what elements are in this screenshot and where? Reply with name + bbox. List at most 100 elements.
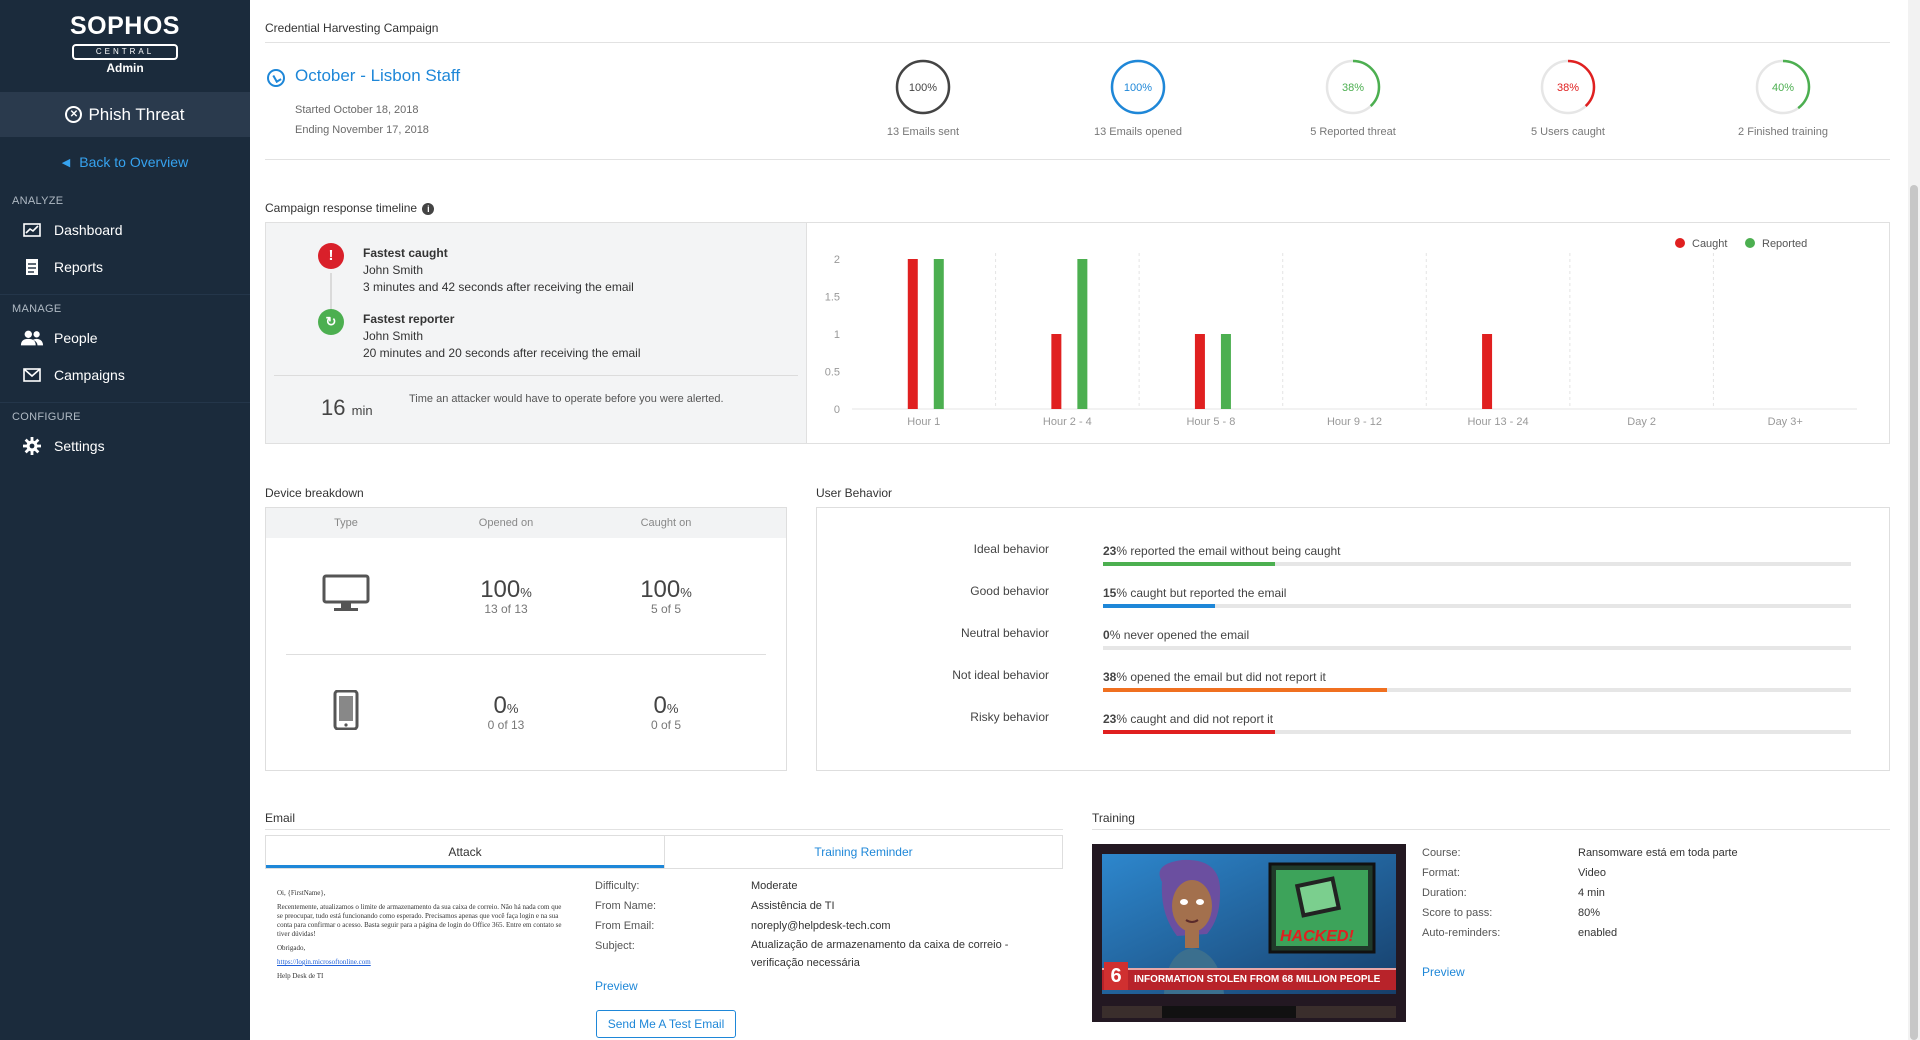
behavior-pct: 23 <box>1103 544 1117 558</box>
reminders-label: Auto-reminders: <box>1422 927 1501 939</box>
behavior-desc: % reported the email without being caugh… <box>1116 544 1341 558</box>
bar-caught <box>1194 334 1205 409</box>
desktop-caught-count: 5 of 5 <box>650 602 682 616</box>
sidebar-item-label: Reports <box>54 258 104 275</box>
divider <box>286 654 766 655</box>
stat-caption: 13 Emails opened <box>1093 126 1183 138</box>
fastest-caught: Fastest caught John Smith 3 minutes and … <box>363 245 634 296</box>
course-label: Course: <box>1422 847 1461 859</box>
column-header-caught: Caught on <box>640 517 692 529</box>
behavior-row: Neutral behavior 0% never opened the emai… <box>817 624 1889 666</box>
campaign-name[interactable]: October - Lisbon Staff <box>295 66 461 85</box>
behavior-text: 0% never opened the email <box>1103 628 1249 642</box>
info-icon[interactable]: i <box>422 203 435 215</box>
send-test-email-button[interactable]: Send Me A Test Email <box>596 1010 736 1038</box>
sidebar-item-people[interactable]: People <box>0 319 250 356</box>
sidebar-item-campaigns[interactable]: Campaigns <box>0 356 250 393</box>
duration-label: Duration: <box>1422 887 1467 899</box>
column-header-opened: Opened on <box>478 517 534 529</box>
user-behavior-panel: Ideal behavior 23% reported the email wit… <box>816 507 1890 771</box>
behavior-bar-track <box>1103 646 1851 650</box>
behavior-bar-fill <box>1103 688 1388 692</box>
timeline-connector <box>330 273 332 311</box>
from-name-label: From Name: <box>595 900 657 912</box>
behavior-name: Not ideal behavior <box>952 668 1049 682</box>
campaign-status-icon <box>267 69 285 87</box>
bar-reported <box>933 259 944 409</box>
gear-icon <box>20 436 44 456</box>
stat-1: 100% 13 Emails opened <box>1053 58 1223 138</box>
sidebar-item-label: People <box>54 329 98 346</box>
video-progress[interactable] <box>1102 1006 1396 1018</box>
behavior-row: Ideal behavior 23% reported the email wit… <box>817 540 1889 582</box>
preview-link[interactable]: https://login.microsoftonline.com <box>277 958 371 966</box>
stat-value: 40% <box>1772 82 1794 94</box>
timeline-title: Campaign response timeline i <box>265 201 435 215</box>
behavior-pct: 38 <box>1103 670 1117 684</box>
behavior-desc: % never opened the email <box>1109 628 1250 642</box>
preview-signature: Help Desk de TI <box>277 972 324 980</box>
sidebar-item-reports[interactable]: Reports <box>0 248 250 285</box>
behavior-desc: % caught and did not report it <box>1116 712 1274 726</box>
mobile-opened: 0% 0 of 13 <box>426 692 586 732</box>
device-breakdown-title: Device breakdown <box>265 486 364 500</box>
x-tick-label: Hour 5 - 8 <box>1186 416 1235 428</box>
behavior-bar-fill <box>1103 604 1216 608</box>
behavior-pct: 0 <box>1103 628 1110 642</box>
divider <box>274 375 798 376</box>
subject-label: Subject: <box>595 940 635 952</box>
scrollbar-thumb[interactable] <box>1910 185 1918 1040</box>
stat-caption: 2 Finished training <box>1738 126 1828 138</box>
email-preview-link[interactable]: Preview <box>595 979 638 993</box>
stat-value: 38% <box>1557 82 1579 94</box>
email-body-preview: Oi, {FirstName}, Recentemente, atualizam… <box>277 889 567 981</box>
training-video-thumbnail[interactable]: HACKED! 6 INFORMATION STOLEN FROM 68 MIL… <box>1092 844 1406 1022</box>
fastest-caught-label: Fastest caught <box>363 246 448 260</box>
divider <box>265 159 1890 160</box>
back-to-overview-link[interactable]: ◀ Back to Overview <box>0 137 250 187</box>
from-name-value: Assistência de TI <box>751 900 835 912</box>
training-preview-link[interactable]: Preview <box>1422 965 1465 979</box>
bar-caught <box>1482 334 1493 409</box>
back-label: Back to Overview <box>79 154 189 170</box>
fastest-caught-time: 3 minutes and 42 seconds after receiving… <box>363 280 634 294</box>
fastest-reporter-name: John Smith <box>363 329 424 343</box>
admin-label: Admin <box>106 61 144 75</box>
behavior-name: Ideal behavior <box>973 542 1049 556</box>
behavior-bar-fill <box>1103 562 1276 566</box>
x-tick-label: Hour 9 - 12 <box>1327 416 1382 428</box>
section-configure: CONFIGURE <box>12 411 81 423</box>
tab-attack[interactable]: Attack <box>266 836 664 868</box>
sidebar-item-dashboard[interactable]: Dashboard <box>0 211 250 248</box>
reports-icon <box>20 257 44 277</box>
stat-ring-fill <box>1325 59 1381 115</box>
x-tick-label: Hour 13 - 24 <box>1467 416 1528 428</box>
fastest-reporter-time: 20 minutes and 20 seconds after receivin… <box>363 346 641 360</box>
divider <box>1092 829 1890 830</box>
sidebar: SOPHOS CENTRAL Admin ✕ Phish Threat ◀ Ba… <box>0 0 250 1040</box>
difficulty-label: Difficulty: <box>595 880 640 892</box>
product-header[interactable]: ✕ Phish Threat <box>0 92 250 137</box>
people-icon <box>20 328 44 348</box>
stat-value: 38% <box>1342 82 1364 94</box>
timeline-title-text: Campaign response timeline <box>265 201 418 215</box>
behavior-bar-track <box>1103 604 1851 608</box>
timeline-chart-panel: 0 0.5 1 1.5 2 Hour 1 Hour 2 - 4 Hour 5 - 8 Hour … <box>807 222 1890 444</box>
campaign-end: Ending November 17, 2018 <box>295 124 429 136</box>
reporter-icon: ↻ <box>318 309 344 335</box>
y-tick-label: 1 <box>834 329 840 341</box>
stat-value: 100% <box>1124 82 1152 94</box>
video-progress-track <box>1162 1006 1296 1018</box>
y-tick-label: 0.5 <box>825 367 840 379</box>
behavior-row: Risky behavior 23% caught and did not rep… <box>817 708 1889 750</box>
sophos-logo: SOPHOS <box>70 12 180 40</box>
legend-swatch-reported <box>1745 238 1755 248</box>
sidebar-item-settings[interactable]: Settings <box>0 427 250 464</box>
page-scrollbar[interactable] <box>1908 0 1920 1040</box>
behavior-bar-track <box>1103 562 1851 566</box>
behavior-desc: % caught but reported the email <box>1116 586 1287 600</box>
y-tick-label: 1.5 <box>825 292 840 304</box>
behavior-bar-track <box>1103 688 1851 692</box>
tab-training-reminder[interactable]: Training Reminder <box>664 836 1062 868</box>
alert-minutes: 16 min <box>321 395 373 421</box>
